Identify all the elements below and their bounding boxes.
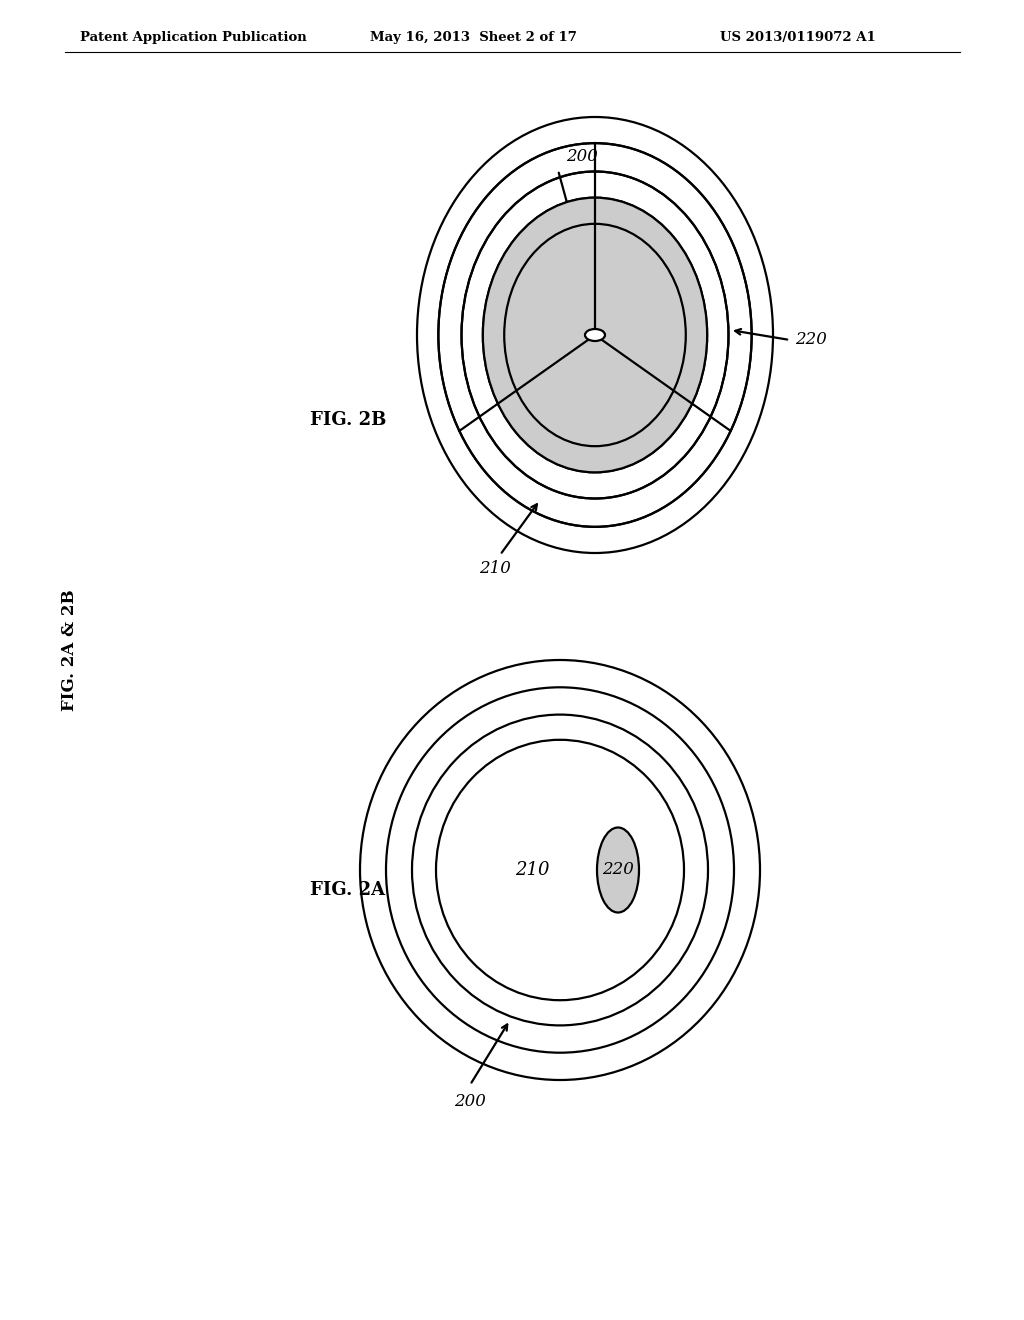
Text: FIG. 2A: FIG. 2A — [310, 880, 385, 899]
Text: FIG. 2B: FIG. 2B — [310, 411, 386, 429]
Text: 200: 200 — [454, 1093, 486, 1110]
Ellipse shape — [386, 688, 734, 1053]
Text: FIG. 2A & 2B: FIG. 2A & 2B — [61, 589, 79, 710]
Ellipse shape — [462, 172, 728, 499]
Ellipse shape — [504, 224, 686, 446]
Text: US 2013/0119072 A1: US 2013/0119072 A1 — [720, 30, 876, 44]
Ellipse shape — [597, 828, 639, 912]
Ellipse shape — [438, 742, 682, 998]
Polygon shape — [498, 335, 692, 473]
Ellipse shape — [436, 739, 684, 1001]
Ellipse shape — [504, 224, 686, 446]
Ellipse shape — [585, 329, 605, 341]
Text: 210: 210 — [479, 560, 511, 577]
Ellipse shape — [360, 660, 760, 1080]
Text: Patent Application Publication: Patent Application Publication — [80, 30, 307, 44]
Text: 200: 200 — [566, 148, 598, 165]
Text: 220: 220 — [602, 862, 634, 879]
Text: May 16, 2013  Sheet 2 of 17: May 16, 2013 Sheet 2 of 17 — [370, 30, 577, 44]
Ellipse shape — [417, 117, 773, 553]
Text: 210: 210 — [515, 861, 549, 879]
Text: 220: 220 — [795, 331, 826, 348]
Polygon shape — [483, 198, 595, 404]
Ellipse shape — [483, 198, 708, 473]
Ellipse shape — [438, 143, 752, 527]
Polygon shape — [595, 198, 708, 404]
Ellipse shape — [412, 714, 708, 1026]
